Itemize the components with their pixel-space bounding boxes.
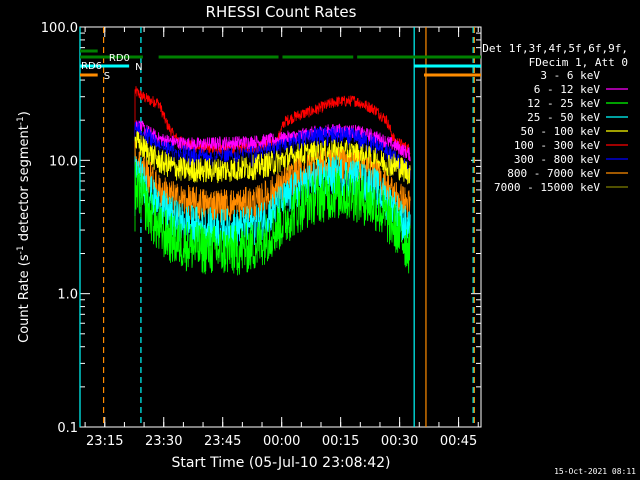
x-tick-label: 00:00 — [263, 434, 300, 449]
y-tick-label: 100.0 — [41, 21, 78, 36]
series-line — [134, 161, 411, 276]
y-axis-label: Count Rate (s-1 detector segment-1) — [16, 111, 32, 343]
attenuator-annotations: S N RD0 RD6 — [80, 49, 481, 82]
time-markers — [79, 27, 475, 427]
legend-entry-label: 3 - 6 keV — [540, 69, 600, 82]
legend: Det 1f,3f,4f,5f,6f,9f,FDecim 1, Att 03 -… — [482, 42, 628, 194]
legend-header: FDecim 1, Att 0 — [529, 56, 628, 69]
legend-entry-label: 6 - 12 keV — [534, 83, 601, 96]
x-tick-label: 00:45 — [440, 434, 477, 449]
series-lines — [134, 86, 413, 276]
axis-ticks — [80, 26, 481, 428]
legend-entry-label: 50 - 100 keV — [521, 125, 601, 138]
chart-title: RHESSI Count Rates — [206, 3, 357, 21]
x-tick-label: 23:30 — [145, 434, 182, 449]
legend-entry-label: 100 - 300 keV — [514, 139, 600, 152]
x-tick-label: 23:15 — [86, 434, 123, 449]
annotation-label: N — [135, 62, 142, 73]
legend-entry-label: 12 - 25 keV — [527, 97, 600, 110]
legend-header: Det 1f,3f,4f,5f,6f,9f, — [482, 42, 628, 55]
legend-entry-label: 25 - 50 keV — [527, 111, 600, 124]
x-tick-label: 00:30 — [381, 434, 418, 449]
legend-entry-label: 800 - 7000 keV — [507, 167, 600, 180]
y-tick-label: 0.1 — [57, 421, 78, 436]
footer-timestamp: 15-Oct-2021 08:11 — [554, 467, 636, 476]
x-tick-label: 00:15 — [322, 434, 359, 449]
annotation-label: RD6 — [81, 61, 102, 72]
y-tick-label: 10.0 — [49, 154, 78, 169]
legend-entry-label: 7000 - 15000 keV — [494, 181, 600, 194]
series-line — [134, 141, 411, 223]
annotation-label: RD0 — [109, 53, 130, 64]
x-tick-label: 23:45 — [204, 434, 241, 449]
legend-entry-label: 300 - 800 keV — [514, 153, 600, 166]
x-axis-label: Start Time (05-Jul-10 23:08:42) — [171, 455, 390, 471]
x-tick-labels: 23:15 23:30 23:45 00:00 00:15 00:30 00:45 — [86, 434, 477, 449]
annotation-label: S — [104, 71, 110, 82]
y-tick-label: 1.0 — [57, 288, 78, 303]
y-tick-labels: 100.0 10.0 1.0 0.1 — [41, 21, 78, 436]
